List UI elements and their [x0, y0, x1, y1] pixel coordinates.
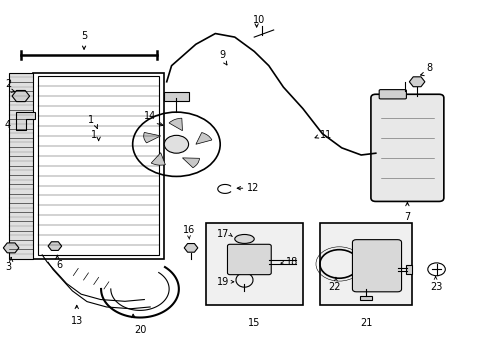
Polygon shape — [16, 112, 35, 130]
Text: 5: 5 — [81, 31, 87, 41]
Text: 14: 14 — [143, 111, 156, 121]
FancyBboxPatch shape — [370, 94, 443, 202]
Text: 16: 16 — [182, 225, 194, 235]
Text: 4: 4 — [5, 120, 11, 130]
Text: 13: 13 — [70, 316, 82, 326]
Bar — [360, 296, 371, 300]
Text: 21: 21 — [359, 318, 371, 328]
Text: 2: 2 — [5, 79, 12, 89]
FancyBboxPatch shape — [227, 244, 271, 275]
Text: 8: 8 — [426, 63, 432, 73]
Text: 11: 11 — [319, 130, 331, 140]
Text: 15: 15 — [247, 318, 260, 328]
Text: 17: 17 — [216, 229, 228, 239]
Wedge shape — [151, 153, 165, 165]
Circle shape — [164, 135, 188, 153]
Polygon shape — [12, 90, 30, 102]
Bar — [205, 223, 302, 305]
Wedge shape — [182, 158, 199, 168]
Bar — [38, 76, 159, 255]
Ellipse shape — [234, 234, 254, 243]
Bar — [406, 265, 411, 274]
Text: 23: 23 — [429, 282, 442, 292]
Text: 10: 10 — [252, 15, 264, 24]
Text: 3: 3 — [5, 262, 12, 272]
Bar — [33, 73, 164, 258]
Wedge shape — [169, 118, 182, 131]
Text: 6: 6 — [57, 260, 62, 270]
Text: 18: 18 — [285, 257, 298, 267]
Text: 7: 7 — [404, 212, 409, 222]
Text: 9: 9 — [219, 50, 225, 60]
Bar — [164, 93, 188, 102]
Wedge shape — [196, 132, 211, 144]
Text: 20: 20 — [134, 325, 146, 335]
Polygon shape — [3, 243, 19, 253]
Text: 1: 1 — [90, 130, 97, 140]
FancyBboxPatch shape — [352, 240, 401, 292]
Text: 19: 19 — [216, 277, 228, 287]
Wedge shape — [143, 132, 161, 143]
Polygon shape — [408, 77, 424, 87]
Bar — [9, 73, 33, 258]
Text: 22: 22 — [327, 282, 340, 292]
Bar — [319, 223, 411, 305]
Text: 1: 1 — [88, 114, 94, 125]
Polygon shape — [48, 242, 61, 251]
Text: 12: 12 — [246, 183, 259, 193]
Polygon shape — [184, 244, 198, 252]
FancyBboxPatch shape — [378, 90, 406, 99]
